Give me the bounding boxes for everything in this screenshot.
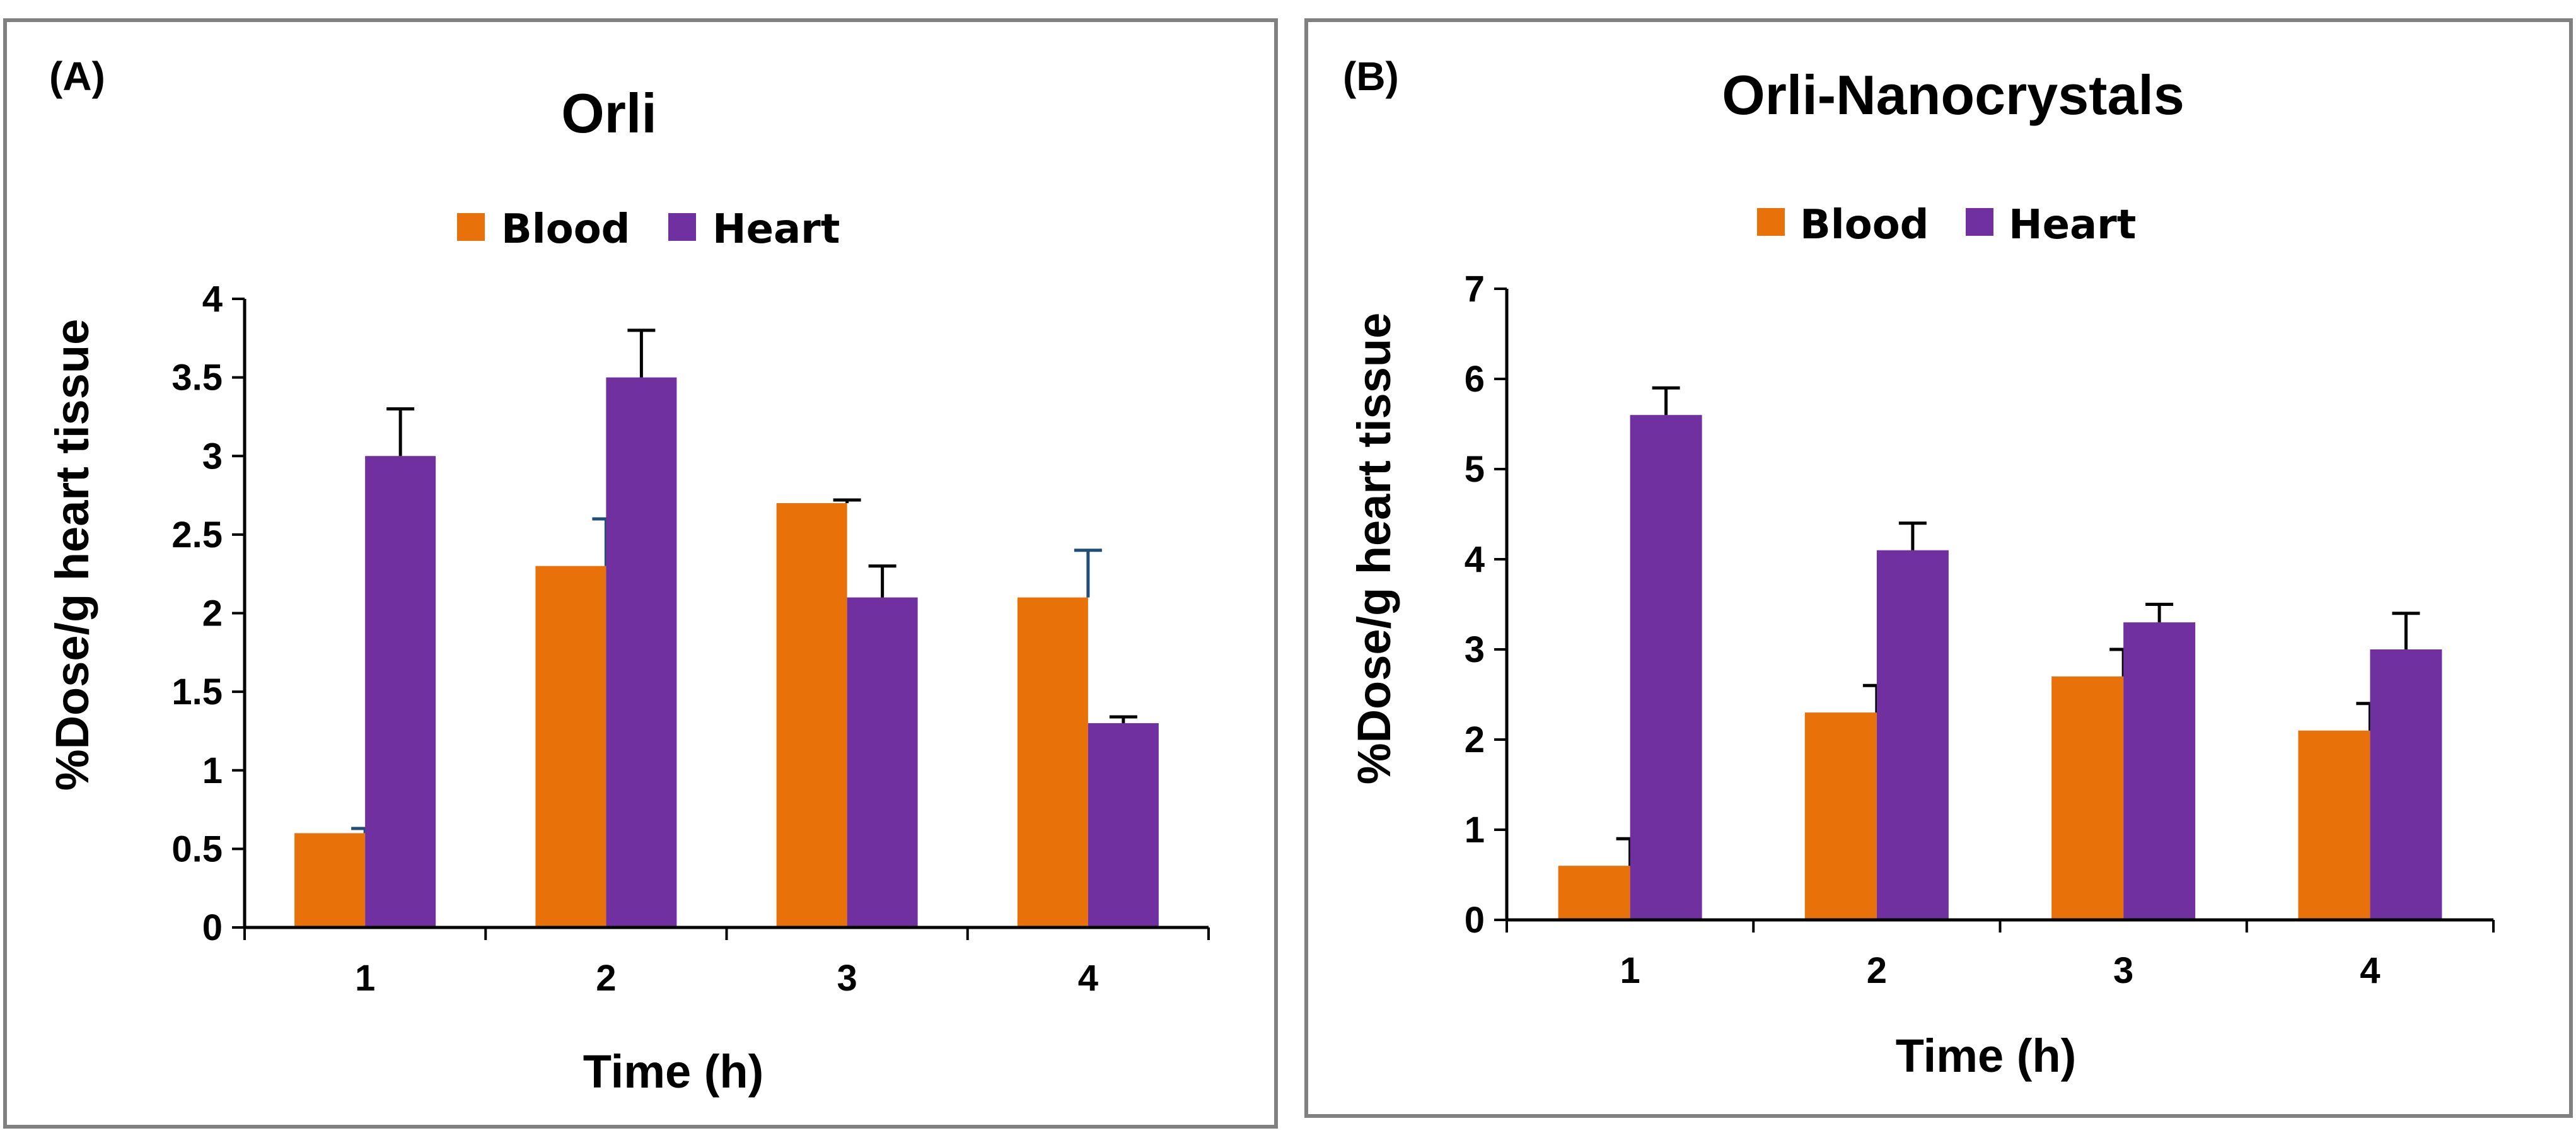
bar-blood-1 xyxy=(294,833,366,927)
bar-blood-3 xyxy=(2051,676,2124,920)
legend-swatch-blood xyxy=(1757,208,1785,236)
y-tick-label: 0.5 xyxy=(171,828,223,869)
error-bar-heart-3 xyxy=(868,564,896,598)
x-axis-title: Time (h) xyxy=(1896,1030,2076,1082)
error-bar-heart-4 xyxy=(2392,612,2420,649)
y-tick-label: 1 xyxy=(202,750,223,791)
legend-label-heart: Heart xyxy=(2009,202,2136,248)
y-tick-label: 0 xyxy=(1465,900,1485,941)
x-tick-label: 3 xyxy=(2113,950,2133,991)
y-tick-label: 5 xyxy=(1465,449,1485,490)
y-tick-label: 3 xyxy=(202,436,223,477)
y-tick-label: 6 xyxy=(1465,359,1485,400)
error-bar-heart-2 xyxy=(627,328,656,378)
x-tick-label: 1 xyxy=(355,958,375,999)
legend-swatch-heart xyxy=(1966,208,1993,236)
bar-heart-4 xyxy=(2370,649,2442,920)
error-bar-blood-4 xyxy=(1074,549,1102,598)
panel-label: (B) xyxy=(1343,54,1399,99)
y-tick-label: 4 xyxy=(1465,539,1485,580)
bar-heart-2 xyxy=(606,377,677,927)
bar-blood-3 xyxy=(776,503,847,927)
bar-heart-2 xyxy=(1876,550,1949,920)
plot-area: 0 1 2 3 4 5 6 7 1 2 3 4 xyxy=(1465,269,2495,991)
y-tick-label: 7 xyxy=(1465,269,1485,310)
plot-area: 0 0.5 1 1.5 2 2.5 3 3.5 4 1 2 3 4 xyxy=(171,279,1210,999)
y-tick-label: 3.5 xyxy=(171,357,223,398)
error-bar-heart-2 xyxy=(1898,521,1927,550)
chart-title: Orli-Nanocrystals xyxy=(1722,64,2184,126)
legend: Blood Heart xyxy=(457,206,840,253)
x-axis-title: Time (h) xyxy=(583,1045,763,1098)
error-bar-heart-4 xyxy=(1109,715,1137,723)
y-tick-label: 2.5 xyxy=(171,514,223,555)
y-tick-label: 1.5 xyxy=(171,671,223,712)
bar-blood-2 xyxy=(535,566,606,927)
x-tick-label: 2 xyxy=(1867,950,1887,991)
bar-blood-4 xyxy=(1017,597,1088,927)
y-axis-title-group: %Dose/g heart tissue xyxy=(46,319,98,791)
x-tick-label: 1 xyxy=(1620,950,1640,991)
bar-blood-2 xyxy=(1804,712,1877,920)
legend-label-blood: Blood xyxy=(501,206,630,253)
legend-swatch-heart xyxy=(668,213,696,241)
bar-blood-1 xyxy=(1558,866,1630,920)
y-tick-label: 2 xyxy=(202,593,223,634)
panel-b: (B) Orli-Nanocrystals Blood Heart 0 1 2 3 4 5… xyxy=(1304,18,2573,1118)
bar-blood-4 xyxy=(2298,730,2370,920)
y-tick-label: 1 xyxy=(1465,810,1485,851)
x-tick-label: 4 xyxy=(2360,950,2380,991)
error-bar-heart-3 xyxy=(2145,603,2174,623)
error-bar-blood-3 xyxy=(833,498,861,504)
bar-heart-3 xyxy=(2123,622,2196,920)
x-tick-label: 2 xyxy=(596,958,616,999)
legend-label-heart: Heart xyxy=(712,206,840,253)
x-tick-label: 3 xyxy=(837,958,857,999)
y-tick-label: 2 xyxy=(1465,719,1485,760)
bar-heart-1 xyxy=(365,456,436,927)
legend-swatch-blood xyxy=(457,213,485,241)
panel-label: (A) xyxy=(49,54,105,99)
error-bar-heart-1 xyxy=(1652,386,1680,415)
y-tick-label: 4 xyxy=(202,279,223,320)
legend: Blood Heart xyxy=(1757,202,2136,248)
bar-heart-3 xyxy=(847,597,918,927)
x-tick-label: 4 xyxy=(1078,958,1098,999)
panel-a: (A) Orli Blood Heart 0 0.5 1 1.5 2 2.5 3 3.5 4 1 2… xyxy=(3,18,1278,1129)
y-tick-label: 3 xyxy=(1465,629,1485,670)
y-tick-label: 0 xyxy=(202,907,223,948)
legend-label-blood: Blood xyxy=(1800,202,1929,248)
y-axis-title: %Dose/g heart tissue xyxy=(46,319,98,791)
y-axis-title-group: %Dose/g heart tissue xyxy=(1348,313,1400,784)
error-bar-heart-1 xyxy=(386,407,415,456)
bar-heart-4 xyxy=(1088,723,1159,927)
bar-heart-1 xyxy=(1630,415,1702,920)
y-axis-title: %Dose/g heart tissue xyxy=(1348,313,1400,784)
chart-title: Orli xyxy=(561,82,657,144)
